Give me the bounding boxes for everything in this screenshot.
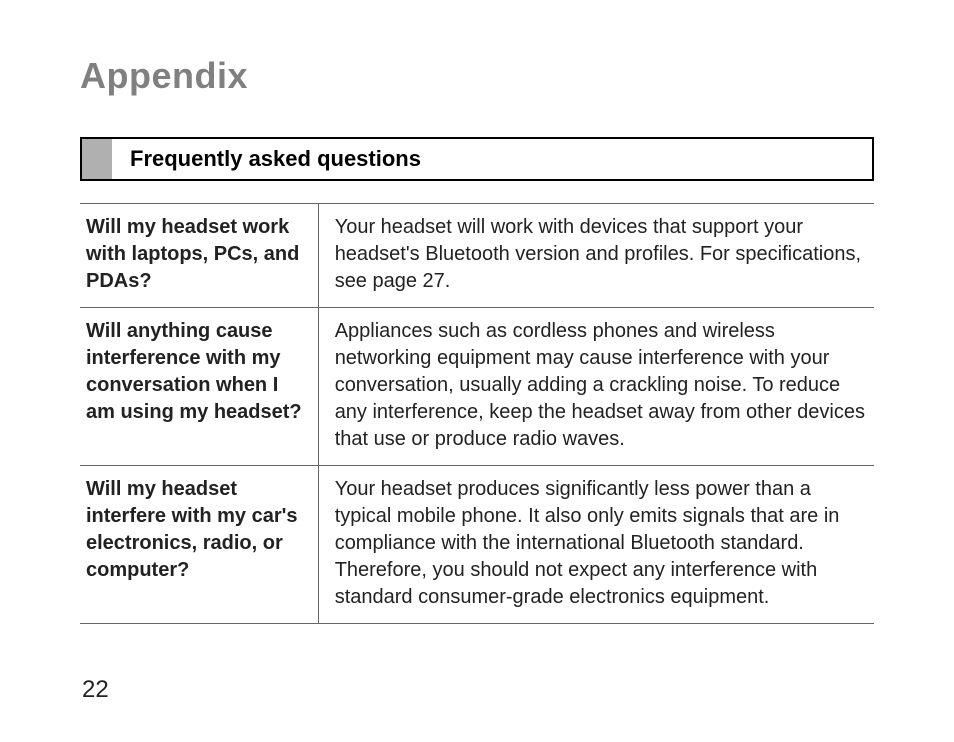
faq-question: Will anything cause interference with my…: [80, 308, 318, 466]
faq-question: Will my headset work with laptops, PCs, …: [80, 204, 318, 308]
faq-table: Will my headset work with laptops, PCs, …: [80, 203, 874, 624]
table-row: Will my headset interfere with my car's …: [80, 466, 874, 624]
section-header-tab: [82, 139, 112, 179]
faq-answer: Appliances such as cordless phones and w…: [318, 308, 874, 466]
table-row: Will my headset work with laptops, PCs, …: [80, 204, 874, 308]
table-row: Will anything cause interference with my…: [80, 308, 874, 466]
section-header: Frequently asked questions: [80, 137, 874, 181]
page: Appendix Frequently asked questions Will…: [0, 0, 954, 742]
section-header-label: Frequently asked questions: [112, 139, 872, 179]
faq-answer: Your headset produces significantly less…: [318, 466, 874, 624]
faq-answer: Your headset will work with devices that…: [318, 204, 874, 308]
faq-question: Will my headset interfere with my car's …: [80, 466, 318, 624]
page-title: Appendix: [80, 55, 874, 97]
page-number: 22: [82, 676, 109, 704]
